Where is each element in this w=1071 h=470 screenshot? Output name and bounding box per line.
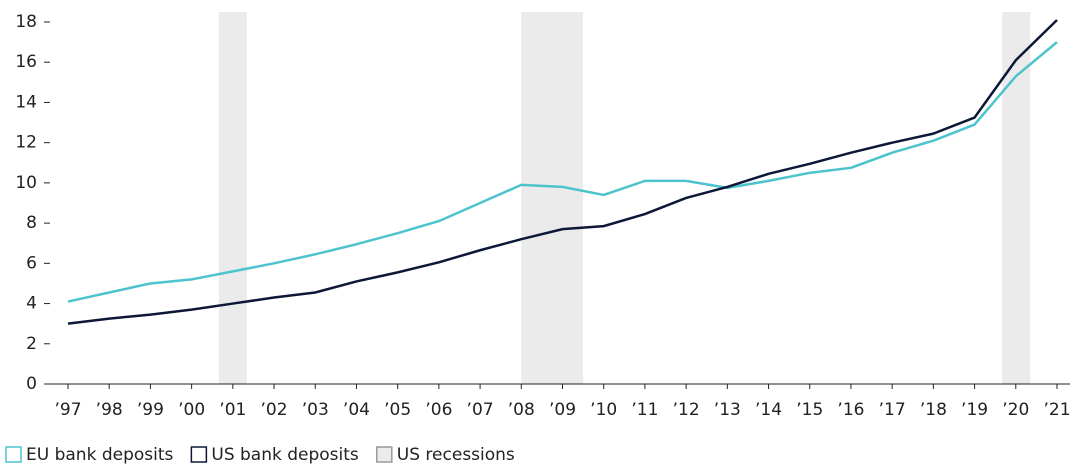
x-tick-label: ’04 — [343, 400, 370, 420]
y-tick-label: 10 — [15, 173, 37, 193]
x-tick-label: ’00 — [178, 400, 205, 420]
y-tick-label: 12 — [15, 133, 37, 153]
x-tick-label: ’03 — [302, 400, 329, 420]
legend-label: US bank deposits — [211, 445, 359, 465]
x-tick-label: ’01 — [219, 400, 246, 420]
x-tick-label: ’09 — [549, 400, 576, 420]
y-tick-label: 0 — [26, 374, 37, 394]
x-tick-label: ’12 — [673, 400, 700, 420]
legend-label: US recessions — [397, 445, 515, 465]
y-tick-label: 4 — [26, 294, 37, 314]
x-tick-label: ’08 — [508, 400, 535, 420]
x-tick-label: ’15 — [796, 400, 823, 420]
y-tick-label: 16 — [15, 52, 37, 72]
legend-swatch — [376, 446, 393, 463]
x-tick-label: ’14 — [755, 400, 782, 420]
x-tick-label: ’17 — [879, 400, 906, 420]
recession-band — [521, 12, 584, 384]
x-tick-label: ’11 — [631, 400, 658, 420]
x-tick-label: ’06 — [425, 400, 452, 420]
x-tick-label: ’98 — [96, 400, 123, 420]
x-tick-label: ’97 — [54, 400, 81, 420]
y-tick-label: 6 — [26, 253, 37, 273]
recession-band — [218, 12, 247, 384]
x-tick-label: ’21 — [1043, 400, 1070, 420]
y-tick-label: 18 — [15, 12, 37, 32]
x-tick-label: ’02 — [261, 400, 288, 420]
x-tick-label: ’18 — [920, 400, 947, 420]
x-tick-label: ’10 — [590, 400, 617, 420]
legend-swatch — [5, 446, 22, 463]
y-tick-label: 2 — [26, 334, 37, 354]
x-tick-label: ’13 — [714, 400, 741, 420]
x-tick-label: ’16 — [837, 400, 864, 420]
legend-label: EU bank deposits — [26, 445, 174, 465]
x-tick-label: ’20 — [1002, 400, 1029, 420]
y-tick-label: 8 — [26, 213, 37, 233]
legend-swatch — [190, 446, 208, 463]
line-series — [67, 19, 1058, 325]
x-tick-label: ’99 — [137, 400, 164, 420]
y-tick-label: 14 — [15, 92, 37, 112]
x-tick-label: ’07 — [467, 400, 494, 420]
x-tick-label: ’19 — [961, 400, 988, 420]
x-tick-label: ’05 — [384, 400, 411, 420]
line-series — [67, 41, 1058, 303]
